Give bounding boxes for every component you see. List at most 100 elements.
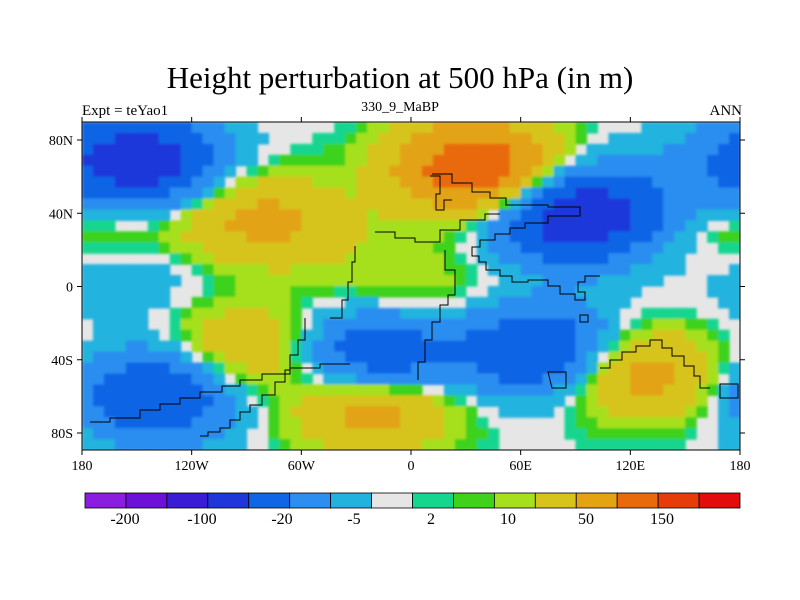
anomaly-cell — [356, 242, 368, 254]
anomaly-cell — [345, 406, 357, 418]
x-tick-label: 120W — [175, 459, 210, 474]
anomaly-cell — [454, 154, 467, 167]
anomaly-cell — [553, 373, 566, 385]
anomaly-cell — [553, 165, 566, 178]
anomaly-cell — [553, 187, 566, 200]
anomaly-cell — [246, 329, 259, 342]
anomaly-cell — [520, 122, 533, 134]
anomaly-cell — [674, 231, 686, 243]
anomaly-cell — [597, 439, 609, 450]
anomaly-cell — [586, 318, 599, 331]
anomaly-cell — [454, 362, 467, 375]
anomaly-cell — [356, 264, 368, 276]
anomaly-cell — [323, 154, 335, 167]
anomaly-cell — [509, 198, 522, 211]
anomaly-cell — [487, 176, 500, 189]
anomaly-cell — [476, 329, 489, 342]
anomaly-cell — [367, 340, 379, 353]
anomaly-cell — [432, 351, 445, 364]
anomaly-cell — [487, 286, 500, 298]
anomaly-cell — [421, 318, 434, 331]
anomaly-cell — [443, 253, 456, 265]
anomaly-cell — [224, 220, 237, 232]
anomaly-cell — [268, 220, 280, 232]
anomaly-cell — [125, 318, 138, 331]
anomaly-cell — [257, 231, 270, 243]
anomaly-cell — [718, 395, 730, 407]
anomaly-cell — [158, 384, 171, 396]
anomaly-cell — [564, 165, 577, 178]
anomaly-cell — [652, 154, 664, 167]
anomaly-cell — [674, 329, 686, 342]
anomaly-cell — [465, 406, 478, 418]
anomaly-cell — [630, 318, 642, 331]
anomaly-cell — [323, 340, 335, 353]
anomaly-cell — [268, 231, 280, 243]
anomaly-cell — [531, 220, 544, 232]
anomaly-cell — [202, 198, 215, 211]
anomaly-cell — [652, 122, 664, 134]
anomaly-cell — [125, 187, 138, 200]
anomaly-cell — [147, 132, 160, 145]
anomaly-cell — [356, 428, 368, 440]
anomaly-cell — [169, 242, 182, 254]
anomaly-cell — [498, 373, 511, 385]
anomaly-cell — [114, 286, 127, 298]
anomaly-cell — [169, 373, 182, 385]
anomaly-cell — [564, 253, 577, 265]
anomaly-cell — [531, 242, 544, 254]
anomaly-cell — [443, 187, 456, 200]
anomaly-cell — [465, 275, 478, 287]
anomaly-cell — [345, 220, 357, 232]
anomaly-cell — [411, 220, 423, 232]
anomaly-cell — [312, 329, 324, 342]
anomaly-cell — [597, 176, 609, 189]
anomaly-cell — [663, 373, 675, 385]
anomaly-cell — [103, 296, 116, 309]
anomaly-cell — [334, 340, 346, 353]
anomaly-cell — [476, 318, 489, 331]
anomaly-cell — [542, 406, 555, 418]
anomaly-cell — [476, 428, 489, 440]
anomaly-cell — [169, 165, 182, 178]
anomaly-cell — [136, 351, 149, 364]
anomaly-cell — [487, 384, 500, 396]
anomaly-cell — [389, 275, 401, 287]
anomaly-cell — [542, 318, 555, 331]
anomaly-cell — [158, 132, 171, 145]
anomaly-cell — [334, 176, 346, 189]
anomaly-cell — [213, 318, 226, 331]
anomaly-cell — [367, 307, 379, 320]
anomaly-cell — [356, 122, 368, 134]
anomaly-cell — [290, 187, 302, 200]
anomaly-cell — [685, 242, 697, 254]
anomaly-cell — [114, 406, 127, 418]
anomaly-cell — [663, 143, 675, 156]
anomaly-cell — [608, 296, 620, 309]
coastline-outlines — [90, 173, 739, 437]
anomaly-cell — [608, 329, 620, 342]
anomaly-cell — [564, 329, 577, 342]
anomaly-cell — [290, 340, 302, 353]
anomaly-cell — [356, 220, 368, 232]
anomaly-cell — [378, 143, 390, 156]
anomaly-cell — [476, 340, 489, 353]
anomaly-cell — [498, 318, 511, 331]
anomaly-cell — [114, 187, 127, 200]
anomaly-cell — [619, 439, 631, 450]
anomaly-cell — [509, 231, 522, 243]
anomaly-cell — [92, 329, 105, 342]
anomaly-cell — [641, 428, 653, 440]
anomaly-cell — [136, 340, 149, 353]
anomaly-cell — [619, 428, 631, 440]
anomaly-cell — [674, 439, 686, 450]
anomaly-cell — [268, 187, 280, 200]
anomaly-cell — [476, 362, 489, 375]
anomaly-cell — [158, 187, 171, 200]
anomaly-cell — [487, 187, 500, 200]
anomaly-cell — [597, 209, 609, 221]
anomaly-cell — [520, 395, 533, 407]
anomaly-cell — [400, 340, 412, 353]
anomaly-cell — [268, 406, 280, 418]
anomaly-cell — [619, 264, 631, 276]
